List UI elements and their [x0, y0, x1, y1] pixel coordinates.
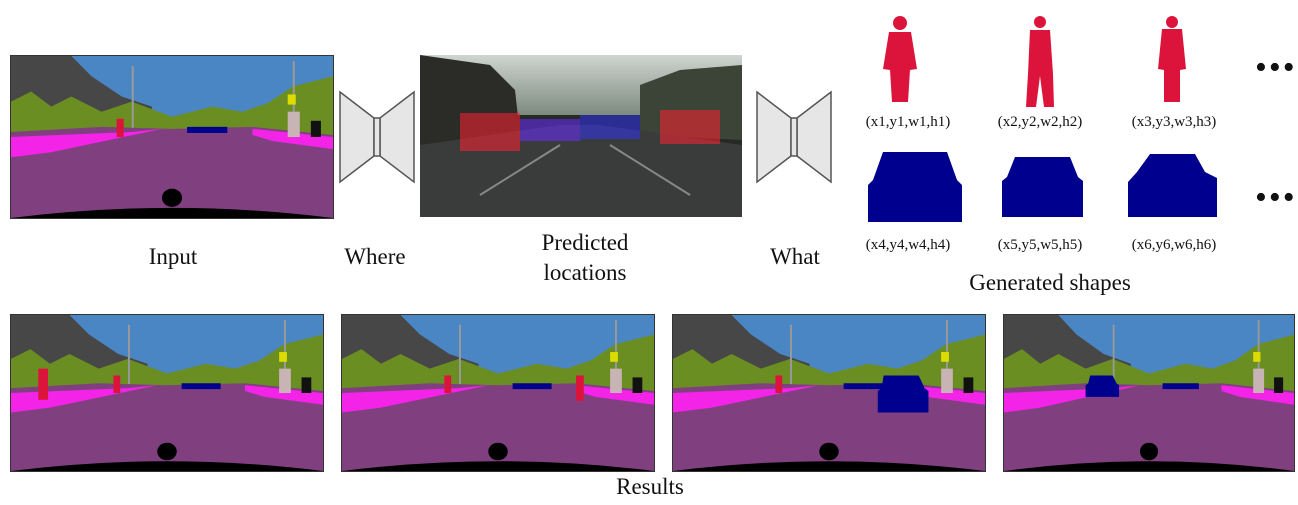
predicted-label-line1: Predicted [541, 230, 629, 255]
pedestrian-ellipsis: ••• [1255, 49, 1297, 86]
input-label: Input [148, 244, 198, 269]
generated-shapes-label: Generated shapes [969, 270, 1131, 295]
car-shape-2 [1000, 155, 1085, 220]
result-image-2 [341, 314, 655, 472]
what-network-icon [755, 90, 833, 184]
result-image-4 [1003, 314, 1295, 472]
where-label: Where [344, 244, 406, 269]
car-shape-1 [865, 150, 965, 225]
car-ellipsis: ••• [1255, 179, 1297, 216]
pedestrian-coords-3: (x3,y3,w3,h3) [1131, 114, 1217, 130]
results-label: Results [616, 474, 684, 499]
input-segmentation-image [10, 55, 334, 219]
pedestrian-shape-3 [1152, 14, 1192, 104]
car-shape-3 [1125, 152, 1220, 220]
pedestrian-shape-2 [1020, 14, 1060, 109]
car-coords-2: (x5,y5,w5,h5) [997, 237, 1083, 253]
result-image-1 [10, 314, 324, 472]
predicted-label-line2: locations [543, 260, 627, 285]
car-coords-1: (x4,y4,w4,h4) [865, 237, 951, 253]
what-label: What [770, 244, 820, 269]
pedestrian-coords-1: (x1,y1,w1,h1) [865, 114, 951, 130]
where-network-icon [338, 90, 416, 184]
pedestrian-coords-2: (x2,y2,w2,h2) [997, 114, 1083, 130]
car-coords-3: (x6,y6,w6,h6) [1131, 237, 1217, 253]
result-image-3 [672, 314, 986, 472]
predicted-locations-image [420, 55, 742, 217]
pedestrian-shape-1 [875, 14, 925, 104]
